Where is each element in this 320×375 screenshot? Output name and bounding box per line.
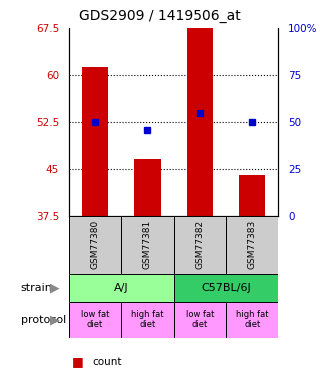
Text: ▶: ▶ xyxy=(50,281,59,294)
Text: low fat
diet: low fat diet xyxy=(81,310,109,329)
Bar xyxy=(69,216,121,274)
Bar xyxy=(173,274,278,302)
Text: ■: ■ xyxy=(72,356,84,368)
Text: count: count xyxy=(93,357,122,367)
Text: ▶: ▶ xyxy=(50,313,59,326)
Bar xyxy=(121,302,173,338)
Bar xyxy=(173,302,226,338)
Bar xyxy=(134,159,161,216)
Bar xyxy=(239,175,265,216)
Text: GSM77383: GSM77383 xyxy=(248,220,257,269)
Text: GSM77382: GSM77382 xyxy=(195,220,204,269)
Text: A/J: A/J xyxy=(114,283,129,293)
Text: GSM77380: GSM77380 xyxy=(91,220,100,269)
Bar xyxy=(69,302,121,338)
Bar xyxy=(121,216,173,274)
Bar xyxy=(187,28,213,216)
Text: high fat
diet: high fat diet xyxy=(131,310,164,329)
Text: strain: strain xyxy=(21,283,53,293)
Text: GSM77381: GSM77381 xyxy=(143,220,152,269)
Text: ■: ■ xyxy=(72,374,84,375)
Bar xyxy=(69,274,173,302)
Text: high fat
diet: high fat diet xyxy=(236,310,268,329)
Text: protocol: protocol xyxy=(21,315,66,325)
Bar xyxy=(226,302,278,338)
Bar xyxy=(173,216,226,274)
Bar xyxy=(82,68,108,216)
Text: C57BL/6J: C57BL/6J xyxy=(201,283,251,293)
Bar xyxy=(226,216,278,274)
Text: GDS2909 / 1419506_at: GDS2909 / 1419506_at xyxy=(79,9,241,23)
Text: low fat
diet: low fat diet xyxy=(186,310,214,329)
